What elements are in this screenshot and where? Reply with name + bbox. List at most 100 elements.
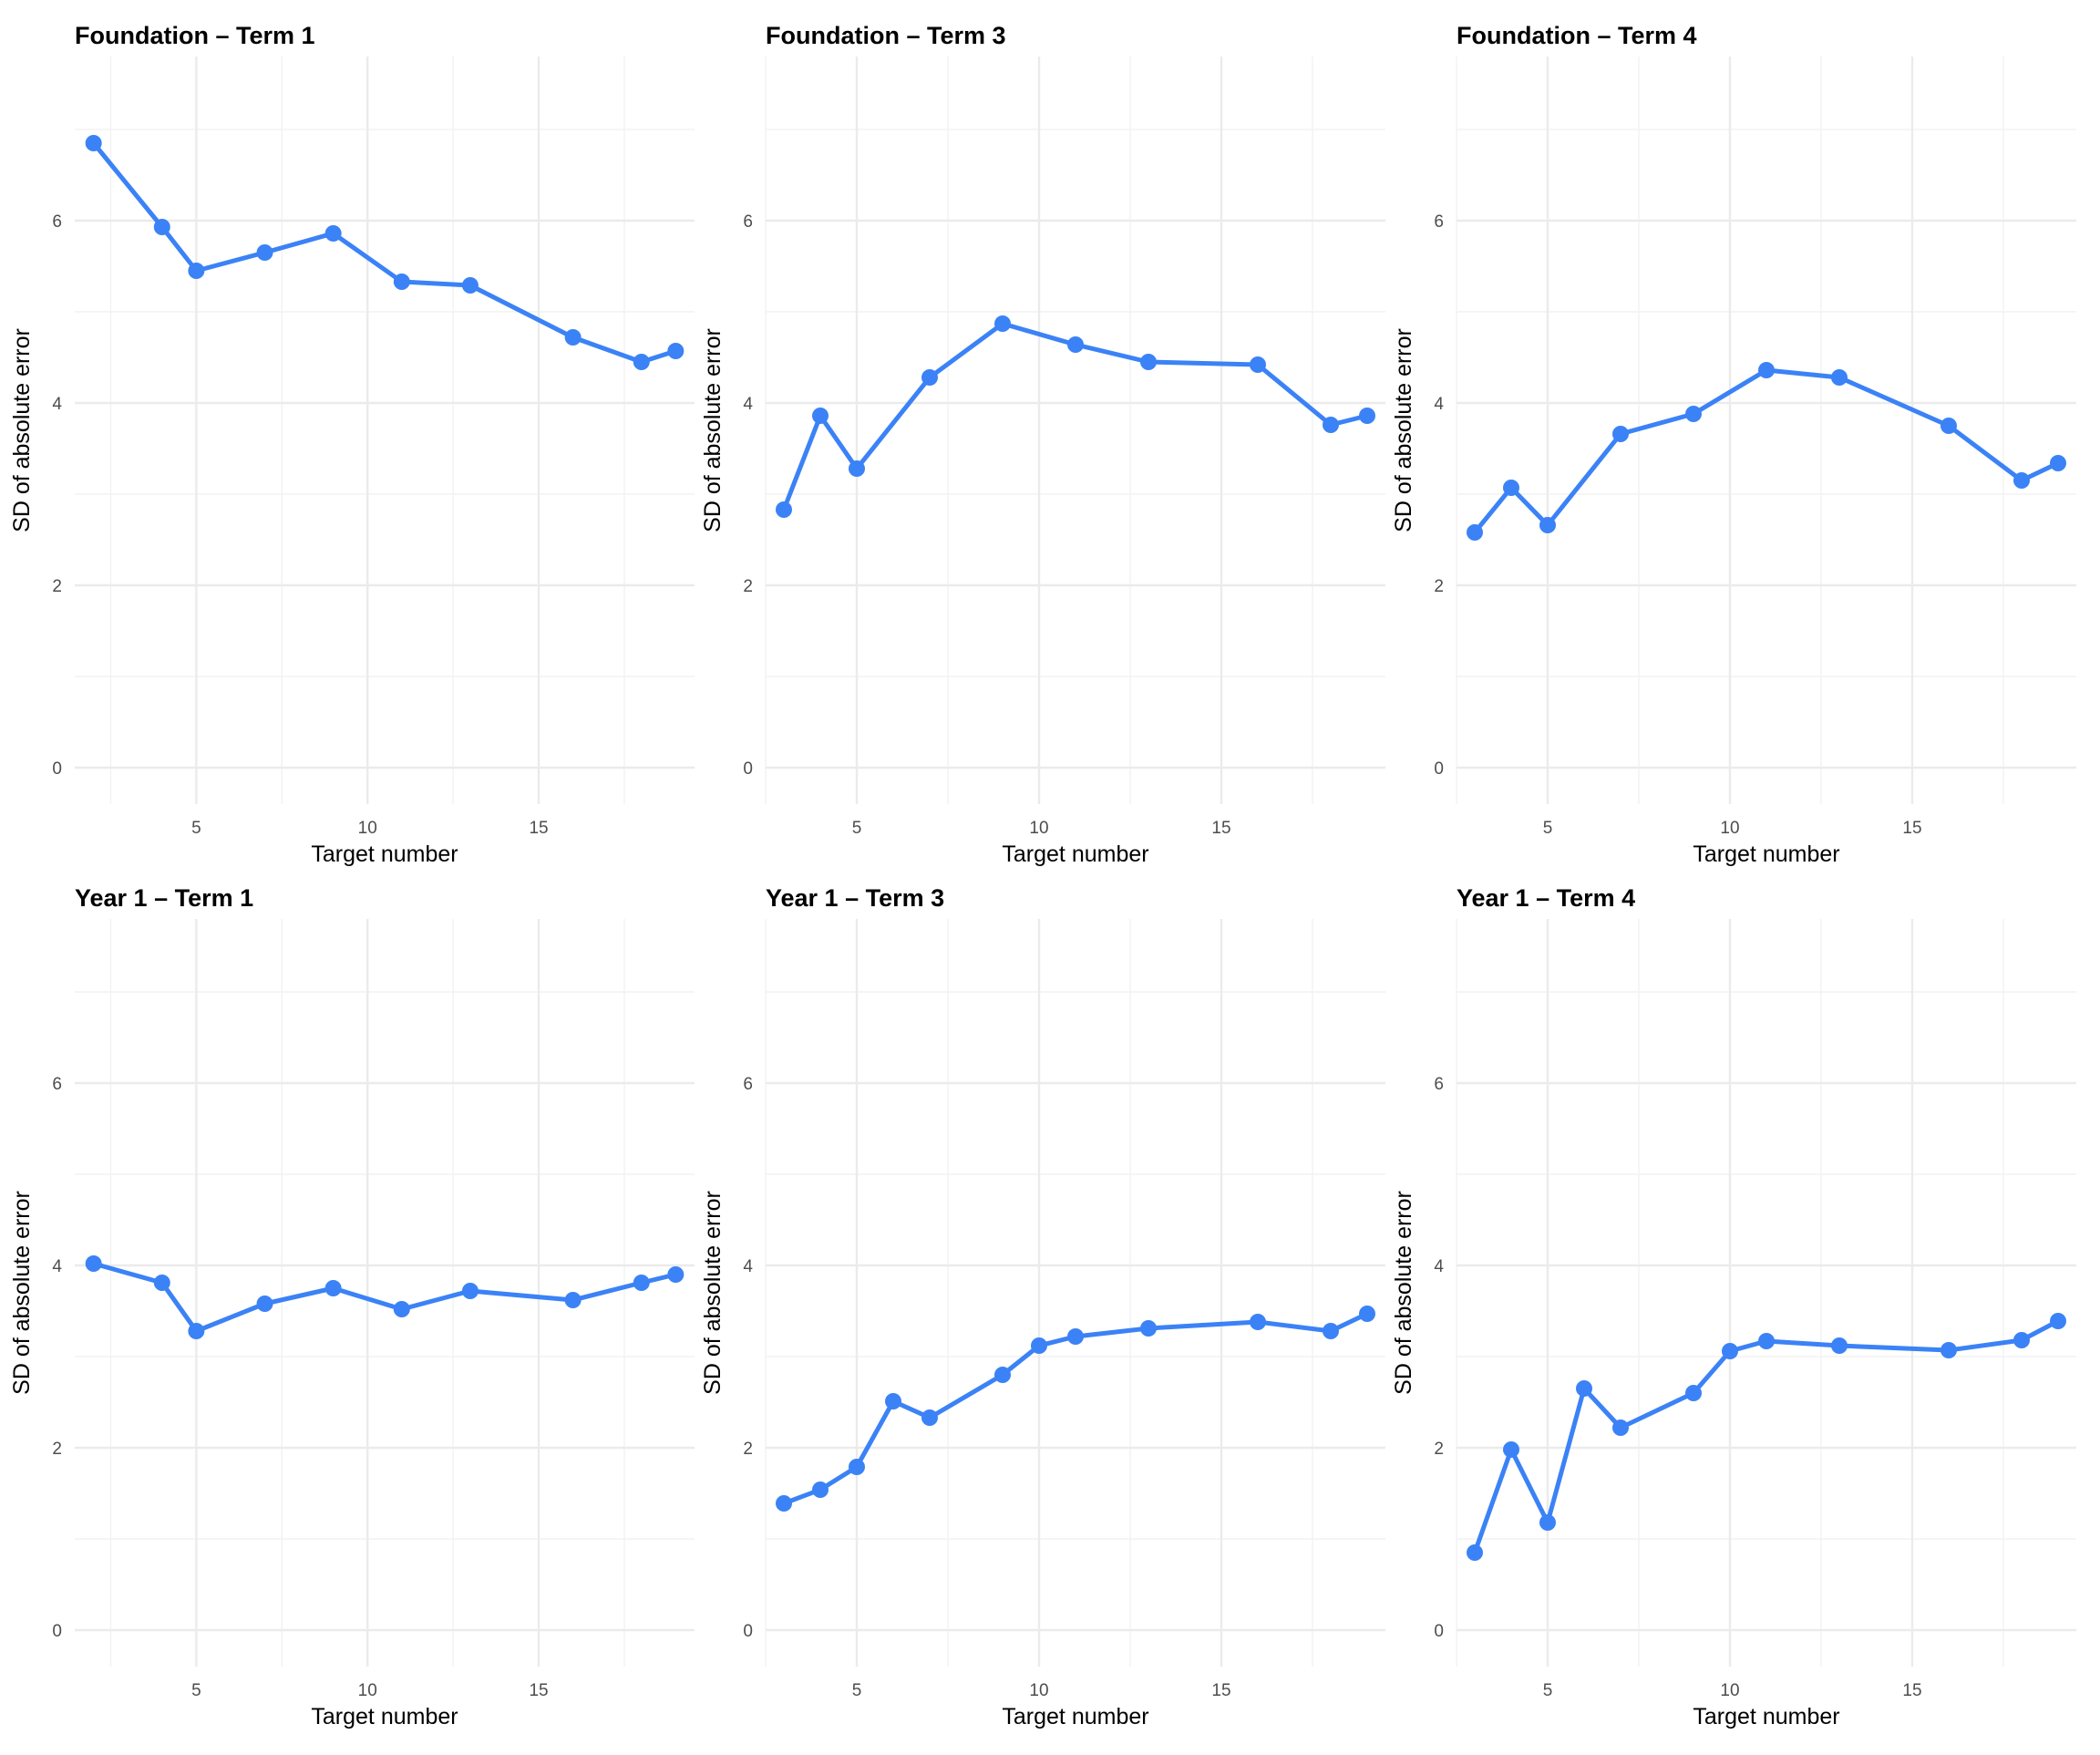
panel-title: Foundation – Term 1 [75,22,315,49]
panel-title: Year 1 – Term 3 [766,884,944,912]
series-line [91,1261,678,1334]
data-point [85,1255,102,1272]
data-point [1467,524,1483,541]
panel-title: Year 1 – Term 1 [75,884,253,912]
data-point [2013,1332,2030,1348]
y-tick-label: 2 [52,1440,62,1459]
y-tick-label: 6 [1434,212,1444,232]
data-point [2050,1313,2066,1329]
x-tick-label: 10 [1029,819,1048,838]
data-point [393,274,410,290]
data-point [188,1323,205,1339]
panel-title: Foundation – Term 4 [1457,22,1697,49]
data-point [1612,426,1629,442]
data-point [921,369,938,386]
data-point [1323,417,1339,433]
data-point [1758,362,1775,378]
panel-title: Foundation – Term 3 [766,22,1006,49]
y-tick-label: 0 [1434,759,1444,779]
x-tick-label: 15 [1211,819,1230,838]
data-point [1140,354,1157,370]
y-tick-label: 0 [743,759,753,779]
x-tick-label: 10 [1720,819,1739,838]
data-point [1940,1342,1957,1358]
chart-panel-3: 5 10 15 0 2 4 6 Foundation – Term 4 Target numbe… [1391,22,2076,867]
data-point [461,1283,479,1299]
x-tick-label: 5 [1543,1681,1553,1700]
series-line [1472,1318,2061,1555]
data-point [1758,1333,1775,1349]
y-axis-title: SD of absolute error [1391,1191,1416,1395]
x-axis-title: Target number [1002,1704,1148,1729]
y-tick-label: 6 [743,1075,753,1094]
data-point [2013,472,2030,489]
data-point [812,408,829,424]
data-point [633,354,650,370]
x-tick-label: 10 [358,1681,377,1700]
y-tick-label: 2 [1434,1440,1444,1459]
data-point [1031,1337,1047,1354]
y-tick-label: 4 [52,395,62,414]
data-point [633,1275,650,1291]
x-tick-label: 5 [852,1681,862,1700]
x-tick-label: 5 [852,819,862,838]
data-point [153,1275,170,1291]
data-point [885,1393,901,1409]
data-point [1539,517,1556,533]
data-point [188,263,205,279]
data-point [994,1367,1011,1383]
y-tick-label: 0 [52,1622,62,1641]
data-point [1359,408,1375,424]
data-point [1250,356,1266,373]
panel-title: Year 1 – Term 4 [1457,884,1635,912]
x-tick-label: 10 [358,819,377,838]
data-point [1250,1314,1266,1330]
y-tick-label: 4 [1434,395,1444,414]
y-tick-label: 6 [1434,1075,1444,1094]
data-point [324,225,342,242]
y-axis-title: SD of absolute error [9,1191,35,1395]
data-point [153,219,170,235]
x-tick-label: 5 [191,1681,201,1700]
data-point [667,343,685,359]
y-tick-label: 6 [52,1075,62,1094]
data-point [849,460,865,477]
data-point [1467,1544,1483,1561]
data-point [85,135,102,151]
data-point [812,1481,829,1498]
y-tick-label: 0 [1434,1622,1444,1641]
data-point [324,1280,342,1296]
data-point [1831,1337,1848,1354]
y-axis-title: SD of absolute error [9,328,35,532]
data-point [564,329,582,346]
y-axis-title: SD of absolute error [700,328,726,532]
data-point [776,501,792,518]
y-tick-label: 6 [52,212,62,232]
data-point [1685,1385,1702,1401]
chart-panel-2: 5 10 15 0 2 4 6 Foundation – Term 3 Target numbe… [700,22,1385,867]
data-point [1576,1380,1592,1397]
x-axis-title: Target number [311,1704,458,1729]
chart-panel-5: 5 10 15 0 2 4 6 Year 1 – Term 3 Target number SD … [700,884,1385,1729]
x-tick-label: 15 [529,1681,548,1700]
data-point [1067,336,1084,353]
data-point [1685,406,1702,422]
y-tick-label: 0 [743,1622,753,1641]
data-point [1612,1419,1629,1436]
y-tick-label: 4 [52,1257,62,1276]
y-tick-label: 6 [743,212,753,232]
data-point [1503,1441,1519,1458]
x-axis-title: Target number [1693,1704,1839,1729]
data-point [921,1409,938,1426]
y-axis-title: SD of absolute error [1391,328,1416,532]
data-point [849,1459,865,1475]
data-point [667,1266,685,1283]
x-tick-label: 5 [1543,819,1553,838]
data-point [1503,480,1519,496]
data-point [256,1296,273,1312]
data-point [1722,1343,1738,1359]
y-tick-label: 2 [1434,577,1444,596]
data-point [1359,1306,1375,1322]
